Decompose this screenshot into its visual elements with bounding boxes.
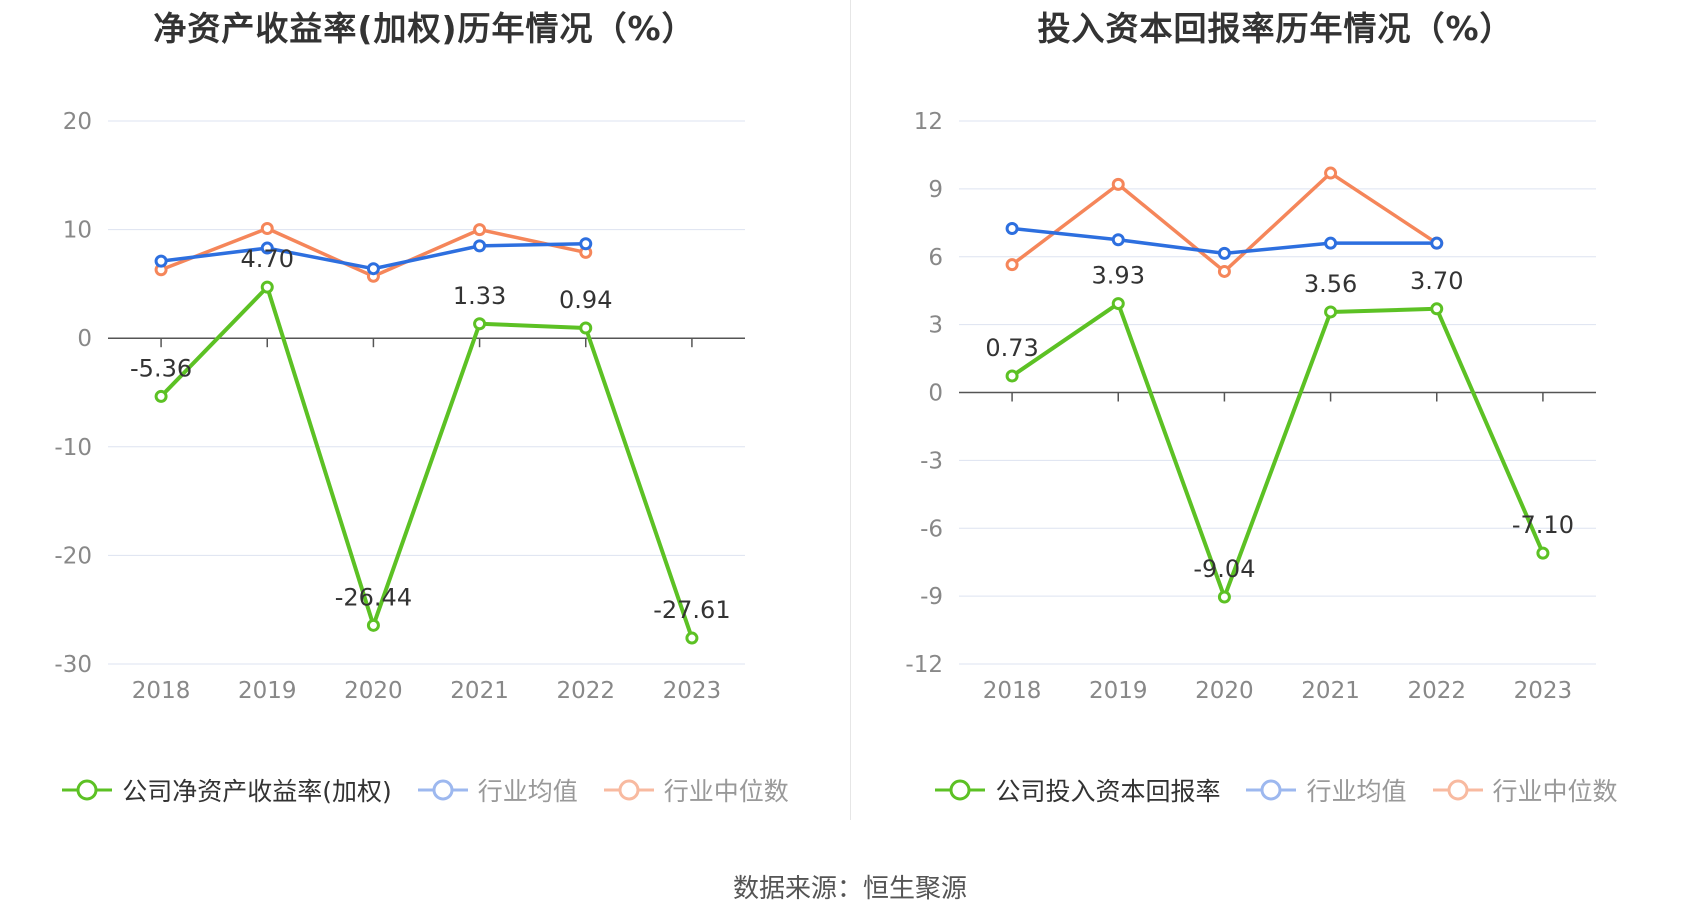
data-point-median	[1324, 166, 1338, 180]
legend-label-median: 行业中位数	[663, 777, 789, 806]
data-label: 0.94	[559, 286, 612, 314]
data-point-avg	[1005, 221, 1019, 235]
x-tick-label: 2020	[344, 678, 403, 704]
roic-chart-title: 投入资本回报率历年情况（%）	[1037, 9, 1514, 48]
legend-swatch-avg	[417, 779, 468, 801]
roe-chart-title: 净资产收益率(加权)历年情况（%）	[153, 9, 696, 48]
data-point-company	[685, 631, 699, 645]
legend-label-median: 行业中位数	[1492, 777, 1618, 806]
x-tick-label: 2021	[1301, 678, 1360, 704]
data-point-avg	[1217, 246, 1231, 260]
legend-item-avg-roe[interactable]: 行业均值	[416, 772, 578, 808]
y-tick-label: 10	[63, 218, 92, 244]
data-label: 0.73	[985, 334, 1038, 362]
x-tick-label: 2022	[1407, 678, 1466, 704]
data-point-median	[1111, 177, 1125, 191]
roe-chart-svg: 20 10 0 -10 -20 -30 2018 2019 2020 2021 2022 2023 -5…	[54, 109, 745, 704]
legend-swatch-median	[603, 779, 654, 801]
data-point-median	[1217, 264, 1231, 278]
data-point-median	[260, 222, 274, 236]
data-point-company	[366, 618, 380, 632]
data-point-median	[473, 223, 487, 237]
data-label: 3.56	[1304, 270, 1357, 298]
data-source-label: 数据来源：恒生聚源	[732, 874, 967, 904]
data-point-company	[473, 317, 487, 331]
x-tick-label: 2018	[983, 678, 1042, 704]
legend-swatch-avg	[1246, 779, 1297, 801]
legend-item-median-roe[interactable]: 行业中位数	[602, 772, 789, 808]
y-tick-label: -10	[54, 435, 92, 461]
data-point-company	[1217, 590, 1231, 604]
data-point-avg	[1324, 236, 1338, 250]
legend-item-company-roe[interactable]: 公司净资产收益率(加权)	[60, 772, 392, 808]
data-point-company	[1324, 305, 1338, 319]
roic-legend: 公司投入资本回报率 行业均值 行业中位数	[851, 772, 1700, 808]
data-point-company	[579, 321, 593, 335]
data-point-company	[260, 280, 274, 294]
data-point-avg	[260, 241, 274, 255]
data-label: -9.04	[1193, 555, 1255, 583]
y-tick-label: 12	[914, 109, 943, 135]
y-tick-label: 20	[63, 109, 92, 135]
data-point-company	[1536, 546, 1550, 560]
roe-chart-panel: 净资产收益率(加权)历年情况（%） 20 10 0 -10 -20 -30 2018 2019…	[0, 0, 849, 830]
y-tick-label: 0	[928, 381, 943, 407]
x-tick-label: 2022	[556, 678, 615, 704]
y-tick-label: 3	[928, 313, 943, 339]
data-point-company	[1111, 297, 1125, 311]
data-label: -26.44	[335, 583, 412, 611]
data-label: 1.33	[453, 282, 506, 310]
y-tick-label: -12	[905, 652, 943, 678]
data-point-median	[1005, 258, 1019, 272]
legend-swatch-company	[935, 779, 986, 801]
data-label: -27.61	[653, 596, 730, 624]
y-tick-label: 0	[77, 326, 92, 352]
y-tick-label: 9	[928, 177, 943, 203]
x-tick-label: 2023	[663, 678, 722, 704]
data-point-company	[1005, 369, 1019, 383]
y-tick-label: -3	[920, 448, 943, 474]
data-label: 4.70	[241, 245, 294, 273]
roic-chart-panel: 投入资本回报率历年情况（%） 12 9 6 3 0 -3 -6 -9 -12 2018 2019 20…	[851, 0, 1700, 830]
data-point-avg	[579, 237, 593, 251]
panel-divider	[850, 0, 851, 820]
series-line-company	[1010, 301, 1545, 600]
x-tick-label: 2023	[1514, 678, 1573, 704]
x-tick-label: 2019	[238, 678, 297, 704]
data-label: 3.93	[1092, 262, 1145, 290]
legend-swatch-company	[62, 779, 113, 801]
data-label: -7.10	[1512, 511, 1574, 539]
y-tick-label: 6	[928, 245, 943, 271]
legend-label-avg: 行业均值	[477, 777, 578, 806]
legend-label-avg: 行业均值	[1306, 777, 1407, 806]
data-point-avg	[1430, 236, 1444, 250]
data-point-avg	[1111, 233, 1125, 247]
legend-label-company: 公司投入资本回报率	[995, 777, 1221, 806]
x-tick-label: 2020	[1195, 678, 1254, 704]
x-tick-label: 2018	[132, 678, 191, 704]
y-tick-label: -9	[920, 584, 943, 610]
legend-item-median-roic[interactable]: 行业中位数	[1431, 772, 1618, 808]
y-tick-label: -30	[54, 652, 92, 678]
data-point-avg	[154, 254, 168, 268]
series-line-company	[159, 285, 694, 639]
x-tick-label: 2019	[1089, 678, 1148, 704]
data-point-company	[154, 389, 168, 403]
legend-item-company-roic[interactable]: 公司投入资本回报率	[933, 772, 1220, 808]
y-tick-label: -6	[920, 516, 943, 542]
data-point-company	[1430, 302, 1444, 316]
roe-legend: 公司净资产收益率(加权) 行业均值 行业中位数	[0, 772, 849, 808]
data-label: 3.70	[1410, 267, 1463, 295]
data-point-avg	[473, 239, 487, 253]
x-tick-label: 2021	[450, 678, 509, 704]
legend-swatch-median	[1432, 779, 1483, 801]
legend-label-company: 公司净资产收益率(加权)	[122, 777, 392, 806]
data-point-avg	[366, 262, 380, 276]
y-tick-label: -20	[54, 543, 92, 569]
legend-item-avg-roic[interactable]: 行业均值	[1244, 772, 1407, 808]
roic-chart-svg: 12 9 6 3 0 -3 -6 -9 -12 2018 2019 2020 2021 2022 2023 0…	[905, 109, 1596, 704]
data-label: -5.36	[130, 354, 192, 382]
